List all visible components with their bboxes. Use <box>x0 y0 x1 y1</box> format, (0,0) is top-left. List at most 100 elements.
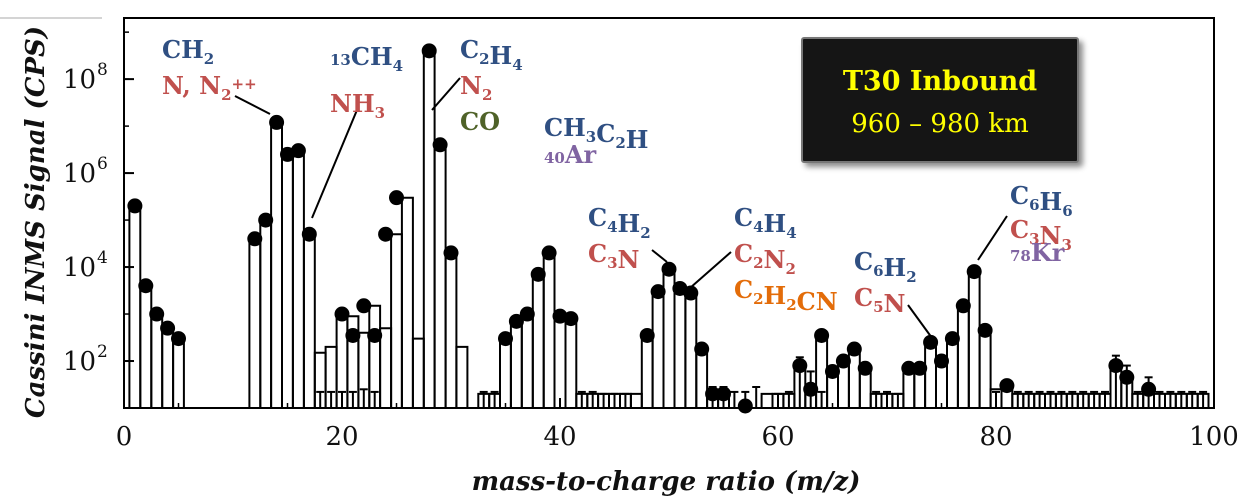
data-point <box>508 313 524 329</box>
x-tick-label: 80 <box>979 422 1012 452</box>
histogram-bin <box>695 348 709 408</box>
histogram-bin <box>390 233 403 408</box>
histogram-bin <box>259 219 273 408</box>
annotation-leader-line <box>689 251 732 289</box>
histogram-bin <box>956 304 970 408</box>
data-point <box>1108 358 1124 374</box>
histogram-bin <box>444 251 458 408</box>
histogram-bin <box>411 337 425 408</box>
histogram-bin <box>509 320 523 408</box>
data-point <box>934 353 949 369</box>
data-point <box>443 245 459 261</box>
annotation-line: NH3 <box>330 89 385 122</box>
histogram-bin <box>946 337 959 408</box>
annotation-line: C3N3 <box>1010 215 1072 254</box>
data-point <box>1119 369 1135 385</box>
data-point <box>378 226 394 242</box>
data-point <box>912 360 928 376</box>
y-tick-exponent: 8 <box>97 60 108 80</box>
annotation-line: C2N2 <box>734 239 796 278</box>
annotation-line: C2H4 <box>460 35 523 74</box>
data-point <box>835 353 851 369</box>
data-point <box>705 386 721 402</box>
data-point <box>334 306 350 322</box>
histogram-bin <box>281 153 294 408</box>
data-point <box>955 298 971 314</box>
histogram-bin <box>978 329 992 408</box>
annotation-line: C3N <box>588 239 639 274</box>
data-point <box>650 284 666 300</box>
data-point <box>857 360 873 376</box>
histogram-bin <box>531 273 545 408</box>
ann-13ch4: 13CH4 NH3 <box>330 42 403 122</box>
data-point <box>977 322 993 338</box>
data-point <box>138 278 154 294</box>
data-point <box>367 327 383 343</box>
data-point <box>269 114 285 130</box>
data-point <box>530 266 546 282</box>
annotation-line: CH3C2H <box>544 113 648 154</box>
data-point <box>966 264 982 280</box>
x-tick-label: 40 <box>543 422 576 452</box>
inset-subtitle: 960 – 980 km <box>851 109 1028 139</box>
data-point <box>999 378 1015 394</box>
y-tick-exponent: 6 <box>97 154 108 174</box>
data-point <box>301 226 317 242</box>
x-tick-label: 100 <box>1189 422 1239 452</box>
histogram-bin <box>433 143 447 408</box>
y-tick-exponent: 4 <box>97 248 108 268</box>
histogram-bin <box>629 392 643 408</box>
histogram-bin <box>270 121 283 408</box>
annotation-leader-line <box>977 215 1008 261</box>
data-point <box>171 331 186 347</box>
annotation-line: C6H6 <box>1010 181 1073 220</box>
annotation-line: C2H2CN <box>734 275 838 316</box>
x-tick-label: 0 <box>116 422 133 452</box>
histogram-bin <box>139 284 153 408</box>
y-tick-label: 10 <box>63 253 96 283</box>
data-point <box>901 360 917 376</box>
y-tick-label: 10 <box>63 65 96 95</box>
inset-box: T30 Inbound 960 – 980 km <box>801 37 1079 163</box>
histogram-bin <box>400 196 414 408</box>
histogram-bin <box>553 315 567 408</box>
annotation-line: C4H2 <box>588 203 651 242</box>
histogram-bin <box>291 149 305 408</box>
data-point <box>432 137 448 153</box>
data-point <box>149 306 165 322</box>
histogram-bin <box>248 237 262 408</box>
data-point <box>737 398 753 414</box>
data-point <box>683 285 699 301</box>
annotation-line: N, N2++ <box>162 71 257 104</box>
data-point <box>498 331 513 347</box>
data-point-layer <box>127 43 1157 414</box>
histogram-bin <box>564 317 578 408</box>
x-tick-label: 20 <box>325 422 358 452</box>
data-point <box>563 311 579 327</box>
y-tick-label: 10 <box>63 159 96 189</box>
y-tick-exponent: 2 <box>97 342 108 362</box>
annotation-line: C4H4 <box>734 203 797 242</box>
annotation-line: 13CH4 <box>330 42 403 75</box>
data-point <box>290 143 306 159</box>
data-point <box>541 245 557 261</box>
histogram-bin <box>847 348 861 408</box>
histogram-bin <box>379 327 393 408</box>
x-tick-label: 60 <box>761 422 794 452</box>
annotation-leader-line <box>234 95 271 115</box>
histogram-bin <box>520 313 534 408</box>
annotation-line: N2 <box>460 71 492 104</box>
data-point <box>356 298 372 314</box>
plot-frame <box>123 17 1215 409</box>
x-axis-title: mass-to-charge ratio (m/z) <box>472 467 861 497</box>
data-point <box>1141 381 1157 397</box>
data-point <box>716 386 731 402</box>
annotation-line: CO <box>460 107 500 136</box>
annotation-leader-line <box>431 77 461 111</box>
